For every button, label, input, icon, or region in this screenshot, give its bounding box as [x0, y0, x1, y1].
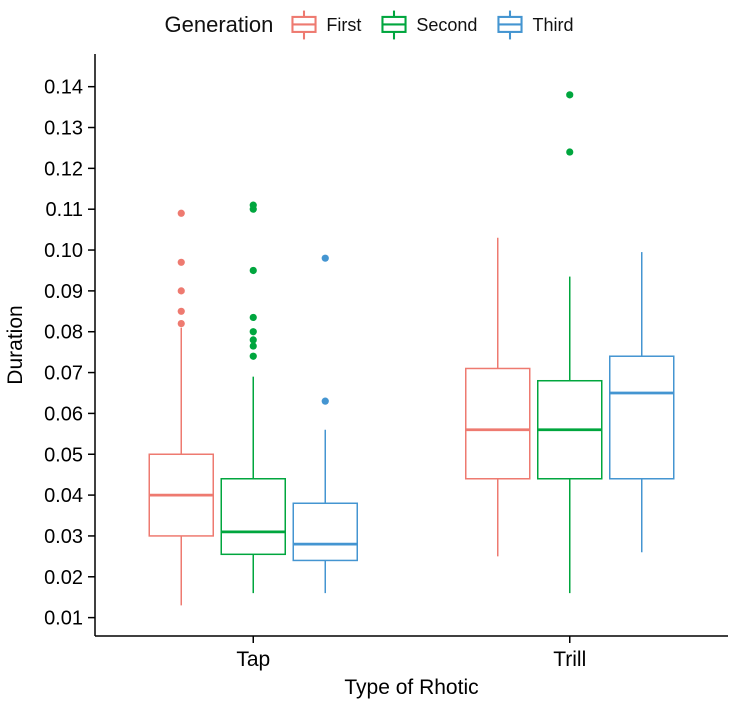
outlier-point — [249, 342, 257, 350]
y-tick-label: 0.14 — [44, 77, 83, 99]
legend-label: Second — [416, 14, 478, 35]
y-tick-label: 0.03 — [44, 526, 83, 548]
boxplot-key-icon — [291, 10, 317, 40]
outlier-point — [249, 352, 257, 360]
box-second-tap — [220, 478, 286, 556]
outlier-point — [249, 313, 257, 322]
outlier-point — [249, 266, 257, 275]
y-tick-label: 0.07 — [44, 363, 83, 385]
x-tick-label: Trill — [553, 648, 586, 671]
y-tick-label: 0.12 — [44, 158, 83, 180]
outlier-point — [321, 254, 329, 262]
x-axis-title: Type of Rhotic — [344, 676, 478, 699]
y-tick-label: 0.08 — [44, 322, 83, 344]
y-tick-label: 0.04 — [44, 485, 83, 507]
legend-label: Third — [532, 14, 574, 35]
legend: Generation First Second Third — [0, 0, 738, 48]
outlier-point — [249, 201, 257, 209]
outlier-point — [566, 91, 574, 99]
legend-entry-third: Third — [495, 10, 573, 40]
box-third-tap — [292, 502, 358, 562]
y-tick-label: 0.05 — [44, 444, 83, 466]
outlier-point — [177, 209, 185, 217]
y-tick-label: 0.06 — [44, 403, 83, 425]
y-tick-label: 0.10 — [44, 240, 83, 262]
box-first-trill — [465, 367, 531, 480]
outlier-point — [177, 319, 185, 328]
y-axis-title: Duration — [4, 305, 27, 384]
y-tick-label: 0.13 — [44, 118, 83, 140]
y-tick-label: 0.09 — [44, 281, 83, 303]
outlier-point — [249, 328, 257, 336]
legend-label: First — [326, 14, 362, 35]
y-tick-label: 0.01 — [44, 608, 83, 630]
boxplot-key-icon — [497, 10, 524, 40]
outlier-point — [177, 307, 185, 315]
legend-title: Generation — [164, 12, 274, 37]
boxplot-canvas: 0.01 0.02 0.03 0.04 0.05 0.06 0.07 0.08 0.09 0.10… — [4, 54, 728, 699]
y-tick-label: 0.11 — [46, 199, 83, 221]
boxplot-key-icon — [381, 10, 407, 40]
legend-entry-second: Second — [379, 10, 477, 40]
outlier-point — [177, 258, 185, 266]
x-tick-label: Tap — [236, 648, 270, 671]
outlier-point — [249, 336, 257, 344]
outlier-point — [321, 397, 329, 405]
box-third-trill — [609, 355, 675, 480]
legend-entries: First Second Third — [289, 10, 573, 40]
y-tick-label: 0.02 — [44, 567, 83, 589]
legend-entry-first: First — [289, 10, 361, 40]
outlier-point — [177, 287, 185, 295]
outlier-point — [566, 148, 574, 156]
